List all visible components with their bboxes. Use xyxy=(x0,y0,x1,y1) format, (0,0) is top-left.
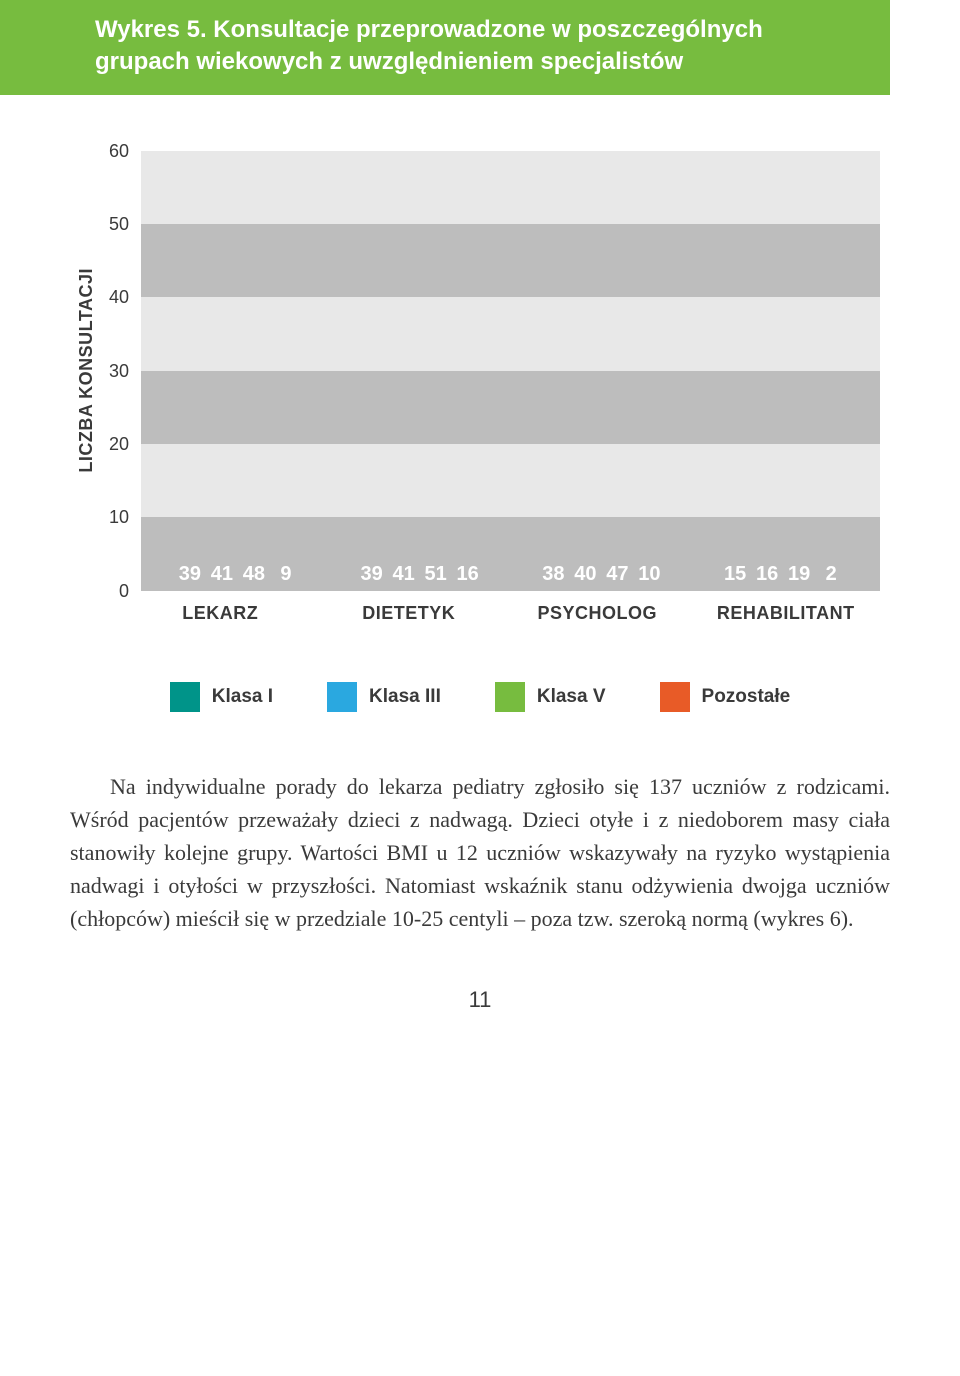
chart-title: Wykres 5. Konsultacje przeprowadzone w p… xyxy=(0,0,890,95)
plot-area: 39 41 48 9 39 41 51 16 38 40 47 10 15 16 19 2 xyxy=(141,151,880,591)
y-axis-ticks: 0102030405060 xyxy=(97,151,141,591)
bar-chart: LICZBA KONSULTACJI 0102030405060 39 41 48 9… xyxy=(70,151,890,624)
bar-value-label: 41 xyxy=(211,563,233,586)
x-axis-label: PSYCHOLOG xyxy=(503,603,692,624)
legend-label: Klasa I xyxy=(212,686,273,708)
bar-value-label: 47 xyxy=(606,563,628,586)
bar-value-label: 51 xyxy=(425,563,447,586)
body-paragraph: Na indywidualne porady do lekarza pediat… xyxy=(70,770,890,935)
legend-label: Klasa III xyxy=(369,686,441,708)
legend-swatch xyxy=(660,682,690,712)
legend-item: Klasa I xyxy=(170,682,273,712)
bar-value-label: 2 xyxy=(826,563,837,586)
chart-legend: Klasa I Klasa III Klasa V Pozostałe xyxy=(70,682,890,712)
legend-item: Pozostałe xyxy=(660,682,791,712)
bar-value-label: 19 xyxy=(788,563,810,586)
legend-swatch xyxy=(327,682,357,712)
bar-value-label: 41 xyxy=(393,563,415,586)
x-axis-label: REHABILITANT xyxy=(692,603,881,624)
bar-value-label: 15 xyxy=(724,563,746,586)
legend-label: Klasa V xyxy=(537,686,606,708)
x-axis-labels: LEKARZDIETETYKPSYCHOLOGREHABILITANT xyxy=(70,603,880,624)
bar-value-label: 16 xyxy=(756,563,778,586)
x-axis-label: LEKARZ xyxy=(126,603,315,624)
legend-item: Klasa V xyxy=(495,682,606,712)
bar-groups: 39 41 48 9 39 41 51 16 38 40 47 10 15 16 19 2 xyxy=(141,151,880,591)
y-axis-label: LICZBA KONSULTACJI xyxy=(70,268,97,473)
bar-value-label: 39 xyxy=(179,563,201,586)
legend-swatch xyxy=(170,682,200,712)
legend-item: Klasa III xyxy=(327,682,441,712)
bar-value-label: 39 xyxy=(361,563,383,586)
legend-swatch xyxy=(495,682,525,712)
page-number: 11 xyxy=(70,987,890,1013)
bar-value-label: 16 xyxy=(457,563,479,586)
paragraph-text: Na indywidualne porady do lekarza pediat… xyxy=(70,770,890,935)
bar-value-label: 10 xyxy=(638,563,660,586)
bar-value-label: 48 xyxy=(243,563,265,586)
x-axis-label: DIETETYK xyxy=(315,603,504,624)
bar-value-label: 38 xyxy=(542,563,564,586)
bar-value-label: 40 xyxy=(574,563,596,586)
legend-label: Pozostałe xyxy=(702,686,791,708)
bar-value-label: 9 xyxy=(280,563,291,586)
